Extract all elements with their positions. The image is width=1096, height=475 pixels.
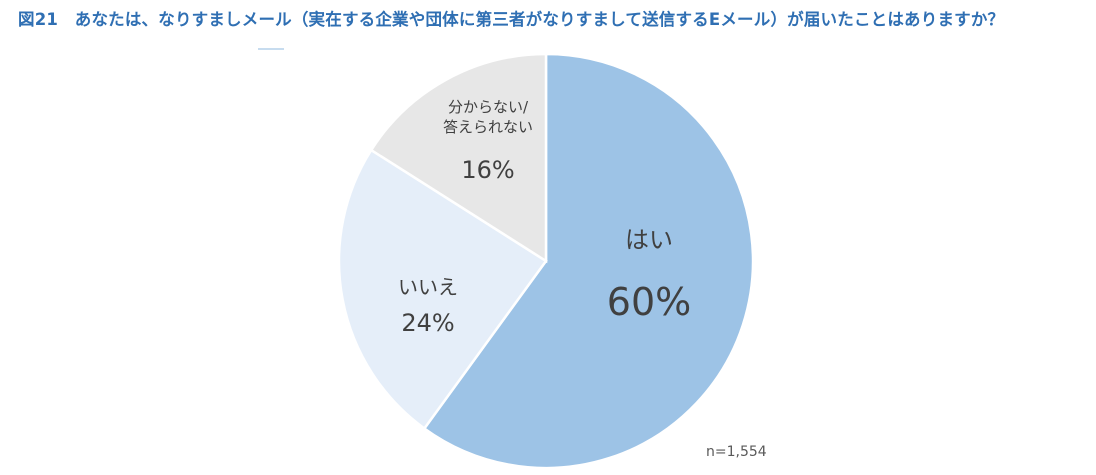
slice-category-label-2: いいえ [398, 275, 458, 299]
pie-slice-1 [422, 52, 755, 470]
slice-value-label-2: 24% [401, 309, 454, 337]
pie-slice-2 [337, 148, 548, 431]
slice-category-label-3: 答えられない [443, 118, 533, 136]
sample-size-note: n=1,554 [706, 444, 767, 460]
slice-value-label-1: 60% [607, 280, 691, 324]
slice-category-label-1: はい [625, 226, 673, 254]
chart-title: 図21 あなたは、なりすましメール（実在する企業や団体に第三者がなりすまして送信… [18, 10, 1005, 29]
slice-category-label-3: 分からない/ [448, 98, 529, 116]
slice-value-label-3: 16% [461, 156, 514, 184]
decorative-rule [258, 48, 284, 50]
pie-slice-3 [369, 52, 548, 264]
